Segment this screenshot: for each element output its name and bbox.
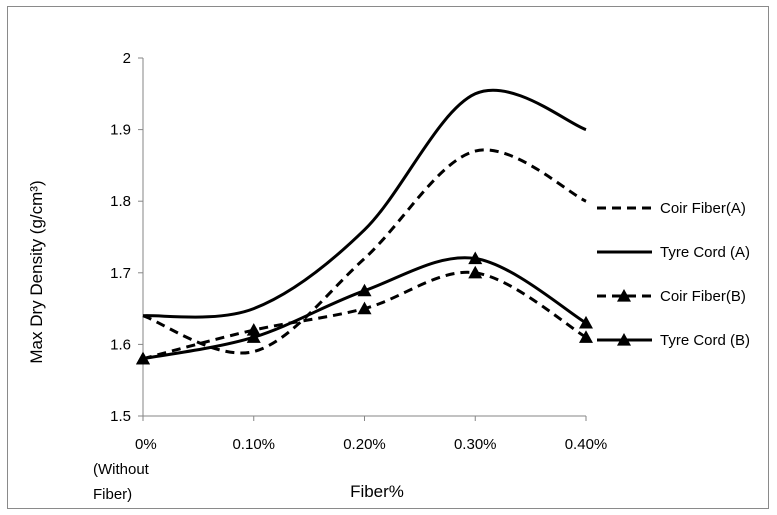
data-point-coir-fiber-b (579, 330, 593, 343)
y-tick-label: 1.8 (110, 193, 131, 210)
legend-label-tyre-cord-a: Tyre Cord (A) (660, 244, 750, 261)
x-axis-label: Fiber% (350, 482, 404, 501)
y-tick-label: 1.5 (110, 408, 131, 425)
x-tick-label: 0% (Without Fiber) (93, 436, 157, 503)
data-point-tyre-cord-b (246, 330, 261, 343)
series-line-coir-fiber-a (142, 148, 587, 355)
y-tick-labels: 1.5 1.6 1.7 1.8 1.9 2 (110, 50, 131, 425)
data-point-tyre-cord-b (468, 251, 483, 265)
legend-label-tyre-cord-b: Tyre Cord (B) (660, 332, 750, 349)
x-tick-label: 0.20% (343, 436, 386, 453)
y-tick-label: 1.9 (110, 122, 131, 139)
data-point-coir-fiber-b (246, 323, 261, 336)
legend: Coir Fiber(A) Tyre Cord (A) Coir Fiber(B) T… (597, 200, 750, 349)
legend-label-coir-fiber-a: Coir Fiber(A) (660, 200, 746, 217)
legend-marker-coir-fiber-b (617, 289, 631, 302)
x-tick-labels: 0% (Without Fiber) 0.10% 0.20% 0.30% 0.40% (93, 436, 607, 503)
series-lines (142, 88, 587, 361)
data-point-tyre-cord-b (579, 315, 593, 329)
y-tick-label: 2 (123, 50, 131, 67)
x-tick-label: 0.10% (232, 436, 275, 453)
legend-marker-tyre-cord-b (617, 333, 631, 346)
legend-label-coir-fiber-b: Coir Fiber(B) (660, 288, 746, 305)
series-markers (136, 251, 593, 365)
axes (138, 57, 587, 421)
data-point-tyre-cord-b (357, 283, 372, 297)
chart-frame (7, 6, 769, 509)
series-line-tyre-cord-a (142, 88, 587, 319)
y-tick-label: 1.7 (110, 265, 131, 282)
x-tick-label: 0.30% (454, 436, 497, 453)
data-point-coir-fiber-b (468, 265, 483, 279)
y-axis-label: Max Dry Density (g/cm³) (27, 180, 46, 363)
y-tick-label: 1.6 (110, 336, 131, 353)
x-tick-label: 0.40% (565, 436, 608, 453)
data-point-tyre-cord-b (136, 351, 150, 365)
data-point-coir-fiber-b (357, 301, 372, 315)
